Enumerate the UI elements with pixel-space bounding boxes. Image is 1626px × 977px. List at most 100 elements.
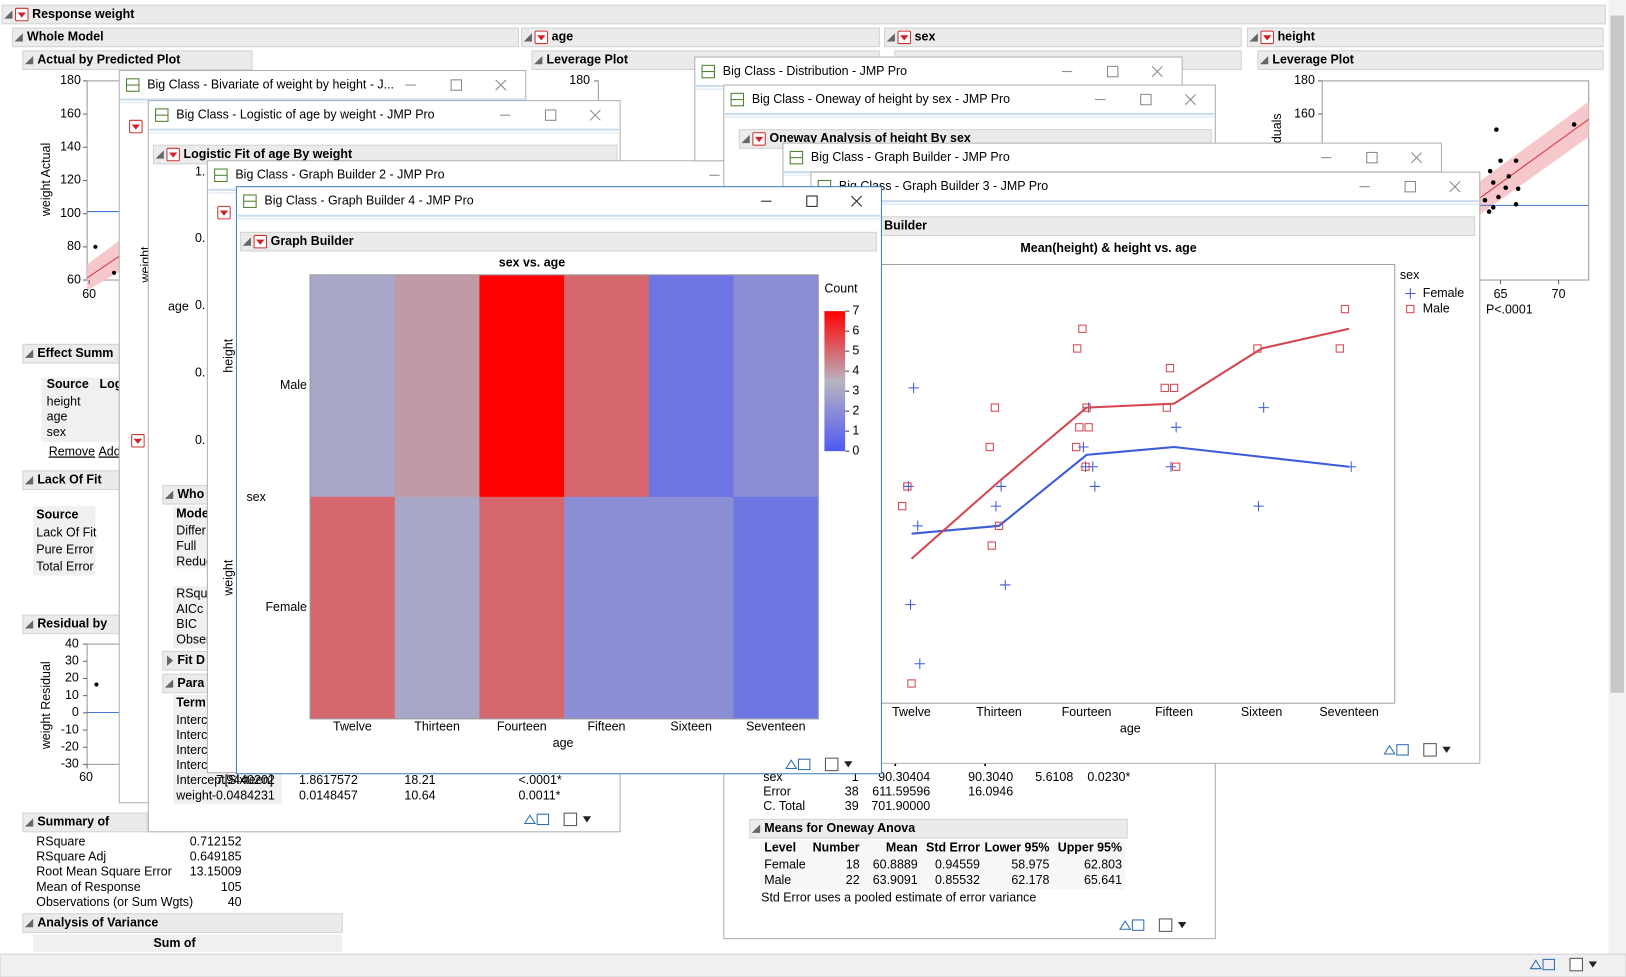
- scrollbar-thumb[interactable]: [1610, 15, 1624, 693]
- toolbar-icon: [536, 813, 550, 826]
- colorbar-tick-label: 2: [852, 403, 859, 417]
- table-cell: BIC: [176, 617, 197, 631]
- close-button[interactable]: [1449, 181, 1461, 193]
- link-button[interactable]: Remove: [49, 444, 95, 458]
- disclosure-toggle[interactable]: [4, 10, 13, 19]
- x-tick-label: Sixteen: [1241, 705, 1283, 719]
- close-button[interactable]: [1410, 152, 1423, 164]
- x-tick-label: Seventeen: [746, 719, 806, 733]
- colorbar-tick-label: 1: [852, 423, 859, 437]
- table-cell: sex: [47, 425, 67, 439]
- section-title: Fit D: [177, 653, 205, 667]
- toolbar-arrow[interactable]: [1178, 922, 1187, 929]
- table-cell: Pure Error: [36, 542, 93, 556]
- section-header: [22, 50, 253, 71]
- table-cell: weight: [175, 788, 212, 802]
- section-title: age: [552, 30, 574, 44]
- point: [912, 520, 923, 532]
- maximize-button[interactable]: [806, 195, 818, 207]
- toolbar-arrow[interactable]: [1442, 746, 1451, 753]
- section-header: [1, 4, 1606, 25]
- colorbar-tick-label: 0: [852, 443, 859, 457]
- table-cell: Interc: [176, 728, 207, 742]
- close-button[interactable]: [589, 109, 601, 121]
- toolbar-arrow[interactable]: [582, 816, 592, 823]
- table-cell: 18: [846, 857, 860, 871]
- disclosure-toggle[interactable]: [1249, 33, 1258, 42]
- heatmap-cell: [479, 274, 565, 498]
- disclosure-toggle[interactable]: [1259, 56, 1269, 65]
- y-tick-label: 0.: [195, 231, 205, 245]
- point: [1081, 462, 1090, 471]
- close-button[interactable]: [1151, 66, 1163, 78]
- colorbar-tick-label: 4: [852, 363, 859, 377]
- disclosure-toggle[interactable]: [886, 33, 895, 42]
- toolbar-checkbox: [563, 812, 578, 827]
- point: [1258, 402, 1269, 413]
- maximize-button[interactable]: [450, 79, 462, 91]
- colorbar-tick-label: 7: [852, 303, 859, 317]
- plot-frame: [309, 274, 819, 720]
- axis-label: sex: [246, 490, 266, 504]
- point: [908, 382, 919, 394]
- x-tick-label: Fourteen: [1062, 705, 1112, 719]
- table-cell: 5.6108: [1035, 770, 1073, 784]
- y-tick-label: 160: [1294, 106, 1315, 120]
- axis-label: weight Residual: [39, 661, 53, 750]
- section-header: [1257, 50, 1604, 71]
- y-tick-label: 100: [60, 206, 81, 220]
- section-header: [11, 27, 520, 48]
- section-header: [240, 231, 877, 252]
- x-tick-label: Twelve: [892, 705, 931, 719]
- heatmap-cell: [394, 496, 480, 720]
- toolbar-icon[interactable]: [1383, 744, 1396, 755]
- table-cell: 38: [845, 785, 859, 799]
- toolbar-checkbox: [1569, 957, 1583, 972]
- table-cell: 18.21: [404, 773, 435, 787]
- table-cell: 62.803: [1084, 857, 1122, 871]
- toolbar-arrow[interactable]: [844, 761, 853, 768]
- point: [1165, 364, 1175, 373]
- maximize-button[interactable]: [544, 109, 557, 121]
- toolbar-icon: [797, 758, 811, 771]
- maximize-button[interactable]: [1404, 180, 1417, 193]
- maximize-button[interactable]: [1106, 65, 1119, 78]
- maximize-button[interactable]: [1140, 93, 1152, 106]
- column-header: Source: [47, 377, 89, 391]
- column-header: Sum of: [153, 936, 196, 950]
- y-tick-label: 0: [72, 705, 79, 719]
- disclosure-toggle[interactable]: [534, 56, 543, 65]
- y-tick-label: 60: [67, 272, 81, 286]
- disclosure-toggle[interactable]: [741, 134, 750, 144]
- menu-arrow: [131, 124, 140, 130]
- y-tick-label: 40: [65, 636, 79, 650]
- disclosure-toggle[interactable]: [523, 33, 532, 42]
- table-cell: 16.0946: [968, 785, 1013, 799]
- mean-line: [911, 445, 1350, 535]
- y-tick-label: Female: [265, 600, 307, 614]
- section-title: Summary of: [37, 815, 110, 829]
- table-cell: 0.0230*: [1087, 770, 1130, 784]
- close-button[interactable]: [495, 79, 507, 91]
- y-tick-label: -30: [61, 757, 79, 771]
- chart-title: sex vs. age: [499, 256, 565, 270]
- table: [33, 934, 343, 953]
- toolbar-icon[interactable]: [1119, 920, 1132, 930]
- maximize-button[interactable]: [1366, 151, 1378, 164]
- x-tick-label: Thirteen: [976, 705, 1022, 719]
- toolbar-icon[interactable]: [785, 759, 798, 770]
- close-button[interactable]: [851, 195, 863, 207]
- point: [1515, 186, 1521, 192]
- disclosure-toggle[interactable]: [166, 655, 174, 666]
- link-button[interactable]: Add: [99, 444, 121, 458]
- point: [1482, 197, 1488, 203]
- heatmap-cell: [648, 274, 735, 498]
- toolbar-arrow[interactable]: [1588, 961, 1597, 968]
- section-title: Graph Builder: [271, 234, 354, 248]
- point: [1513, 158, 1519, 164]
- disclosure-toggle[interactable]: [14, 33, 23, 42]
- close-button[interactable]: [1184, 94, 1197, 106]
- menu-arrow: [537, 35, 546, 41]
- toolbar-icon[interactable]: [1529, 959, 1542, 970]
- toolbar-icon[interactable]: [523, 814, 537, 825]
